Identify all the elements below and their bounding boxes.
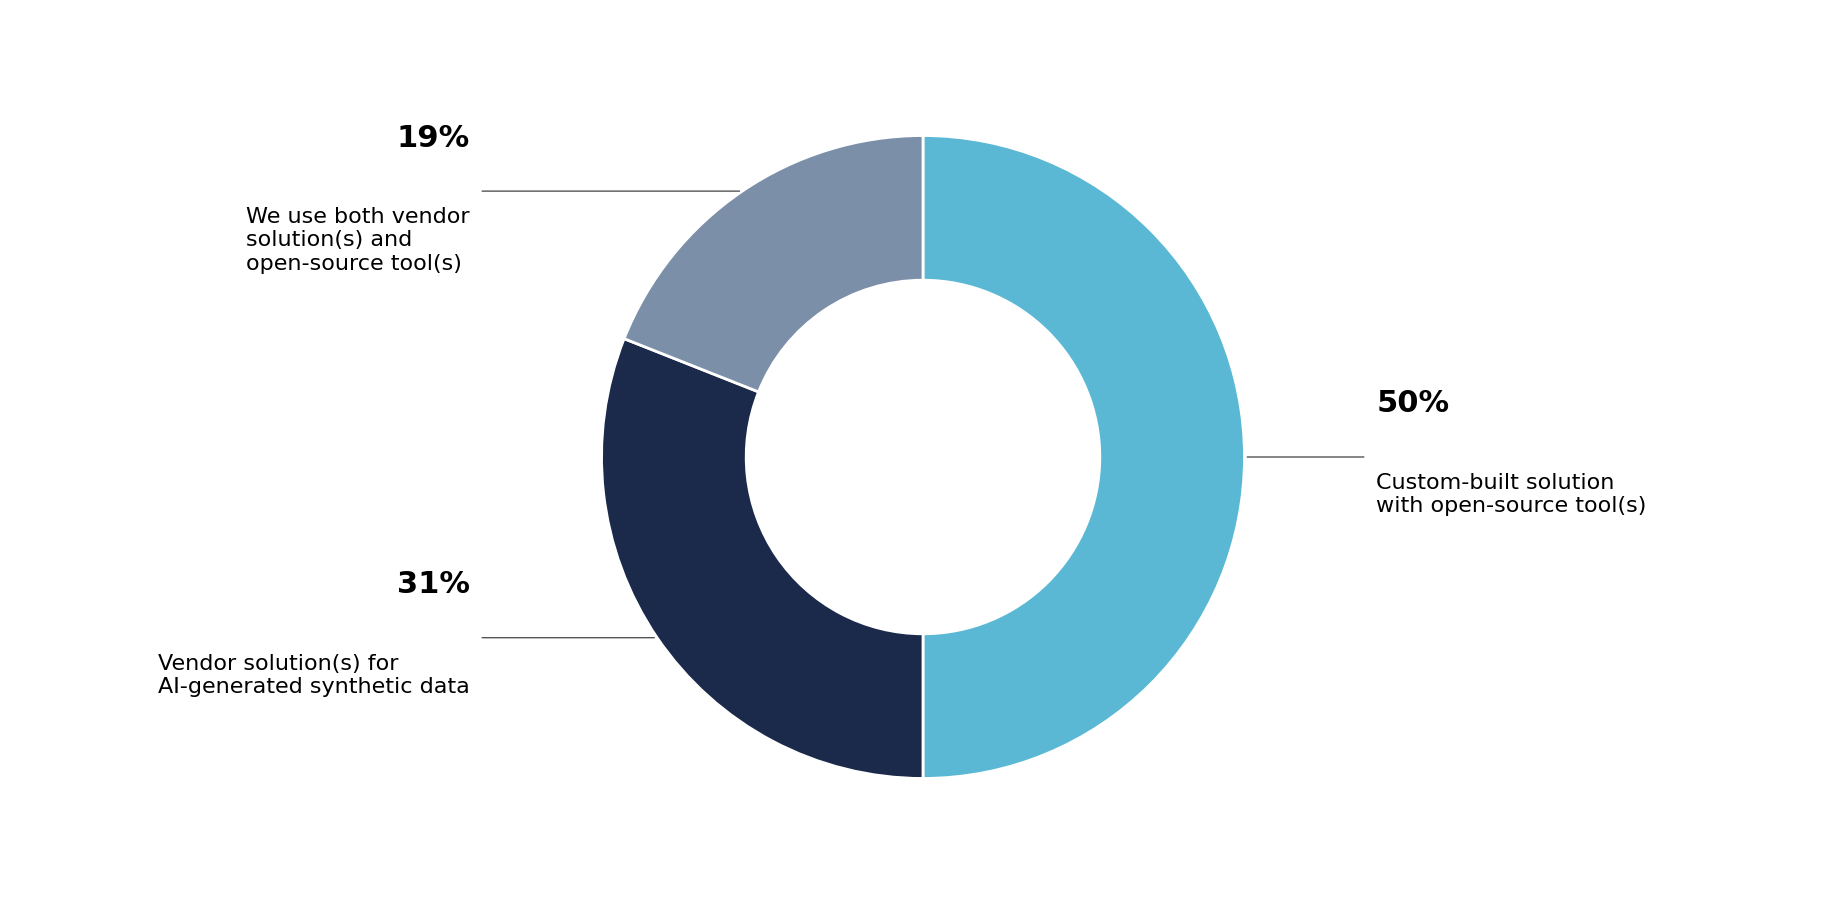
Text: 50%: 50%	[1377, 389, 1449, 419]
Text: 31%: 31%	[397, 570, 469, 599]
Wedge shape	[923, 135, 1244, 779]
Text: Custom-built solution
with open-source tool(s): Custom-built solution with open-source t…	[1377, 473, 1647, 516]
Text: 19%: 19%	[397, 123, 469, 153]
Text: We use both vendor
solution(s) and
open-source tool(s): We use both vendor solution(s) and open-…	[246, 207, 469, 273]
Wedge shape	[602, 339, 923, 779]
Wedge shape	[624, 135, 923, 392]
Text: Vendor solution(s) for
AI-generated synthetic data: Vendor solution(s) for AI-generated synt…	[159, 654, 469, 697]
